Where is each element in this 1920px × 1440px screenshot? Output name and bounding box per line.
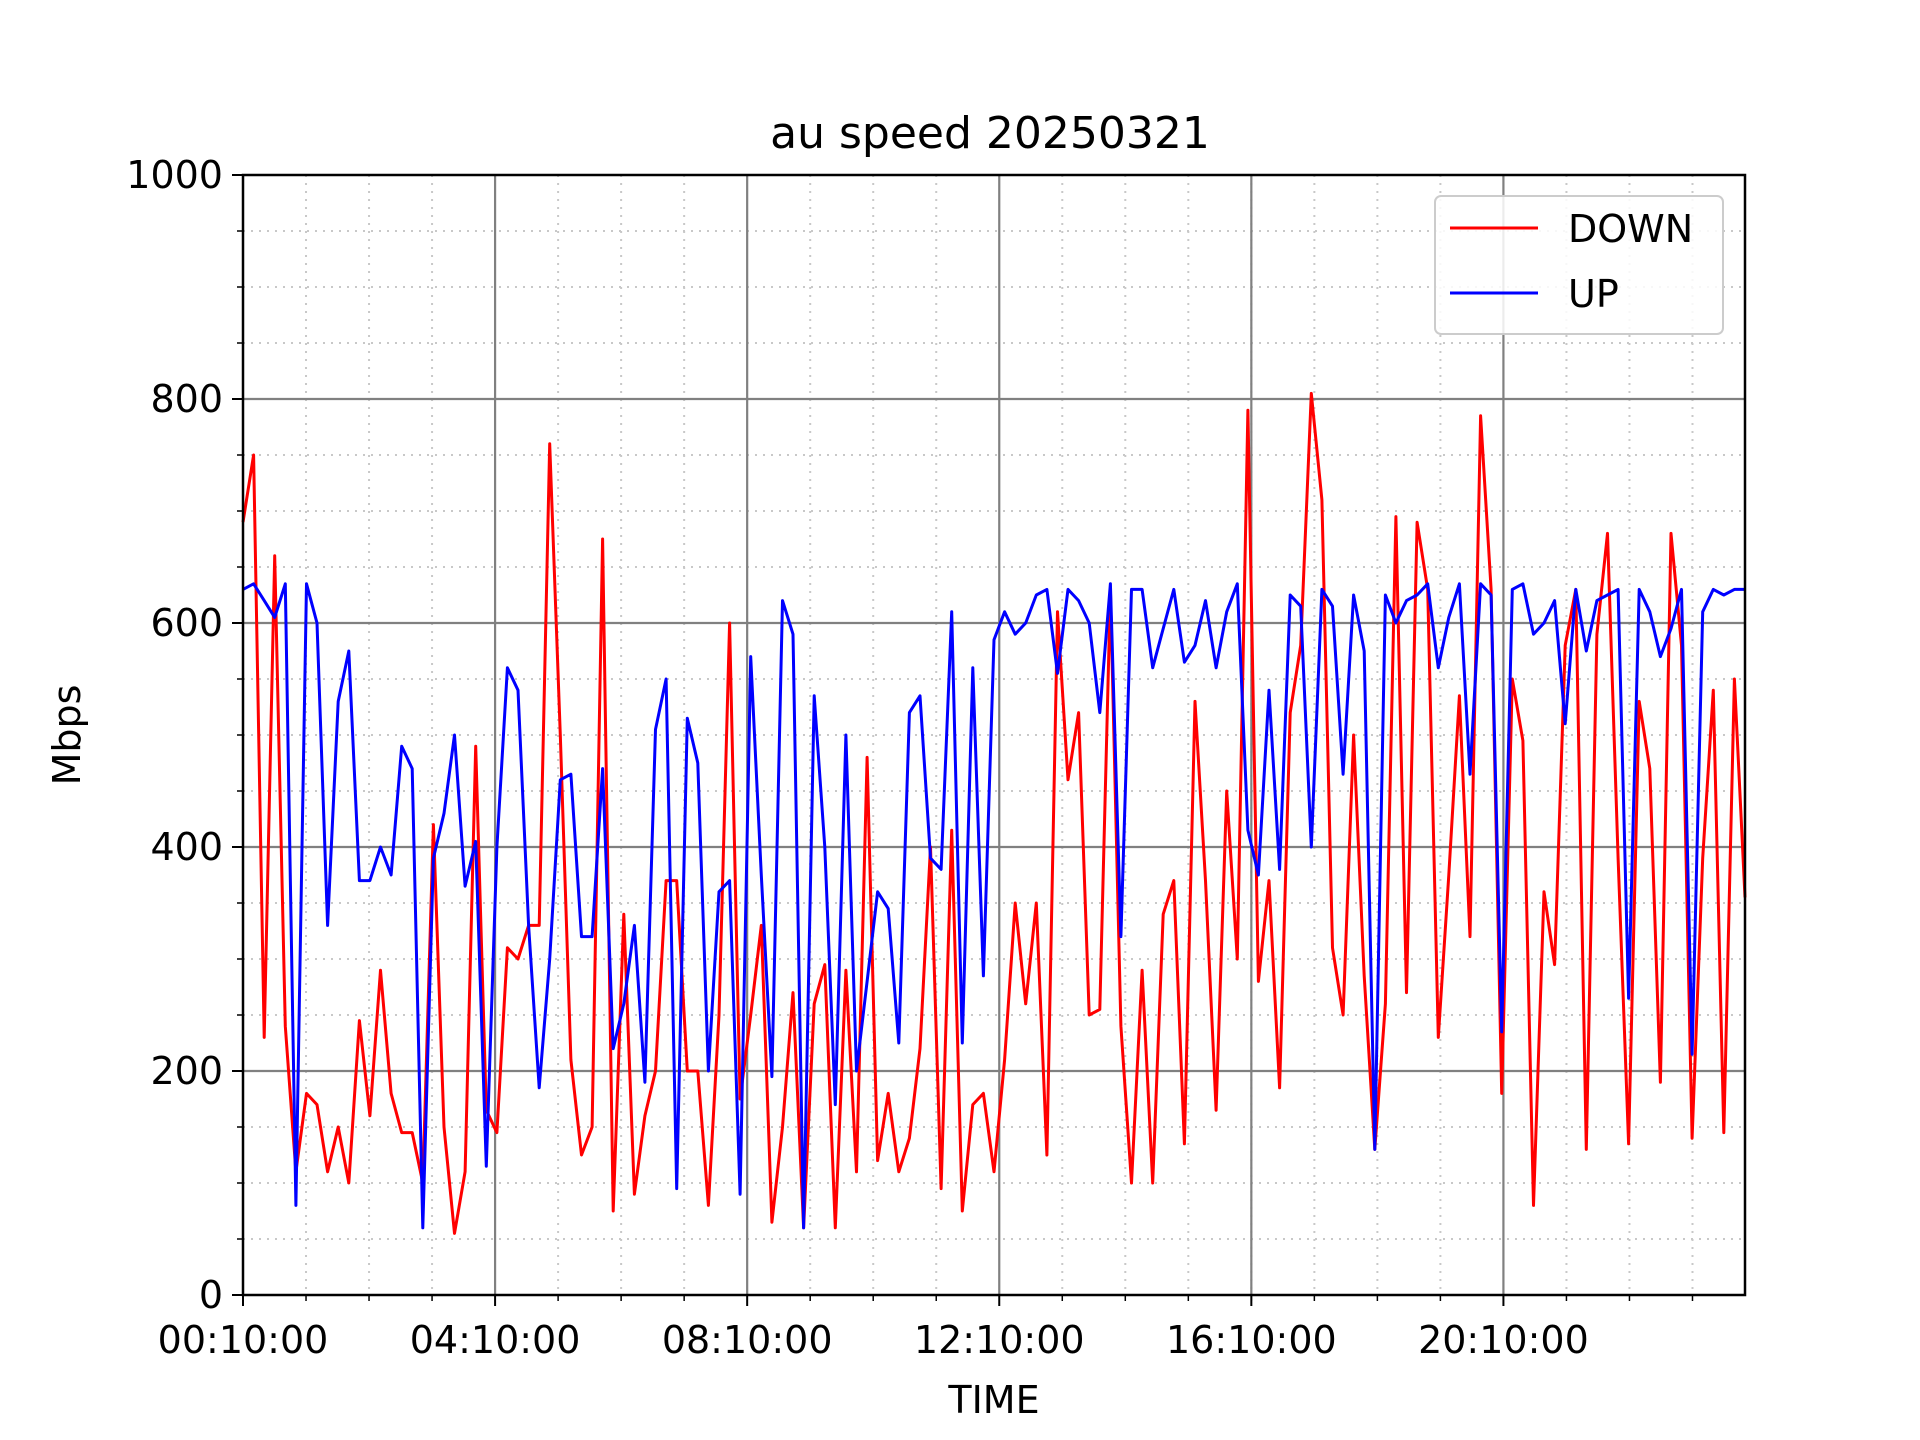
y-tick-label: 600 <box>150 601 223 645</box>
x-tick-label: 04:10:00 <box>410 1318 581 1362</box>
x-axis-label: TIME <box>947 1378 1039 1422</box>
x-tick-label: 20:10:00 <box>1418 1318 1589 1362</box>
y-tick-label: 800 <box>150 377 223 421</box>
chart-title: au speed 20250321 <box>770 108 1210 159</box>
series-layer <box>241 391 1747 1235</box>
major-grid <box>243 175 1745 1295</box>
y-tick-label: 200 <box>150 1049 223 1093</box>
y-axis-tick-labels: 0 200 400 600 800 1000 <box>126 153 223 1317</box>
legend-box <box>1434 195 1724 335</box>
x-tick-label: 12:10:00 <box>914 1318 1085 1362</box>
series-line-up <box>242 582 1745 1230</box>
legend-label-up: UP <box>1568 272 1619 316</box>
y-tick-label: 400 <box>150 825 223 869</box>
axis-ticks <box>232 174 1694 1306</box>
y-tick-label: 0 <box>199 1273 223 1317</box>
x-tick-label: 08:10:00 <box>662 1318 833 1362</box>
legend-label-down: DOWN <box>1568 207 1693 251</box>
chart-legend: DOWN UP <box>1434 195 1724 335</box>
y-axis-label: Mbps <box>45 685 89 786</box>
minor-grid <box>243 175 1745 1295</box>
x-tick-label: 00:10:00 <box>158 1318 329 1362</box>
x-tick-label: 16:10:00 <box>1166 1318 1337 1362</box>
x-axis-tick-labels: 00:10:00 04:10:00 08:10:00 12:10:00 16:10:00… <box>158 1318 1589 1362</box>
y-tick-label: 1000 <box>126 153 223 197</box>
